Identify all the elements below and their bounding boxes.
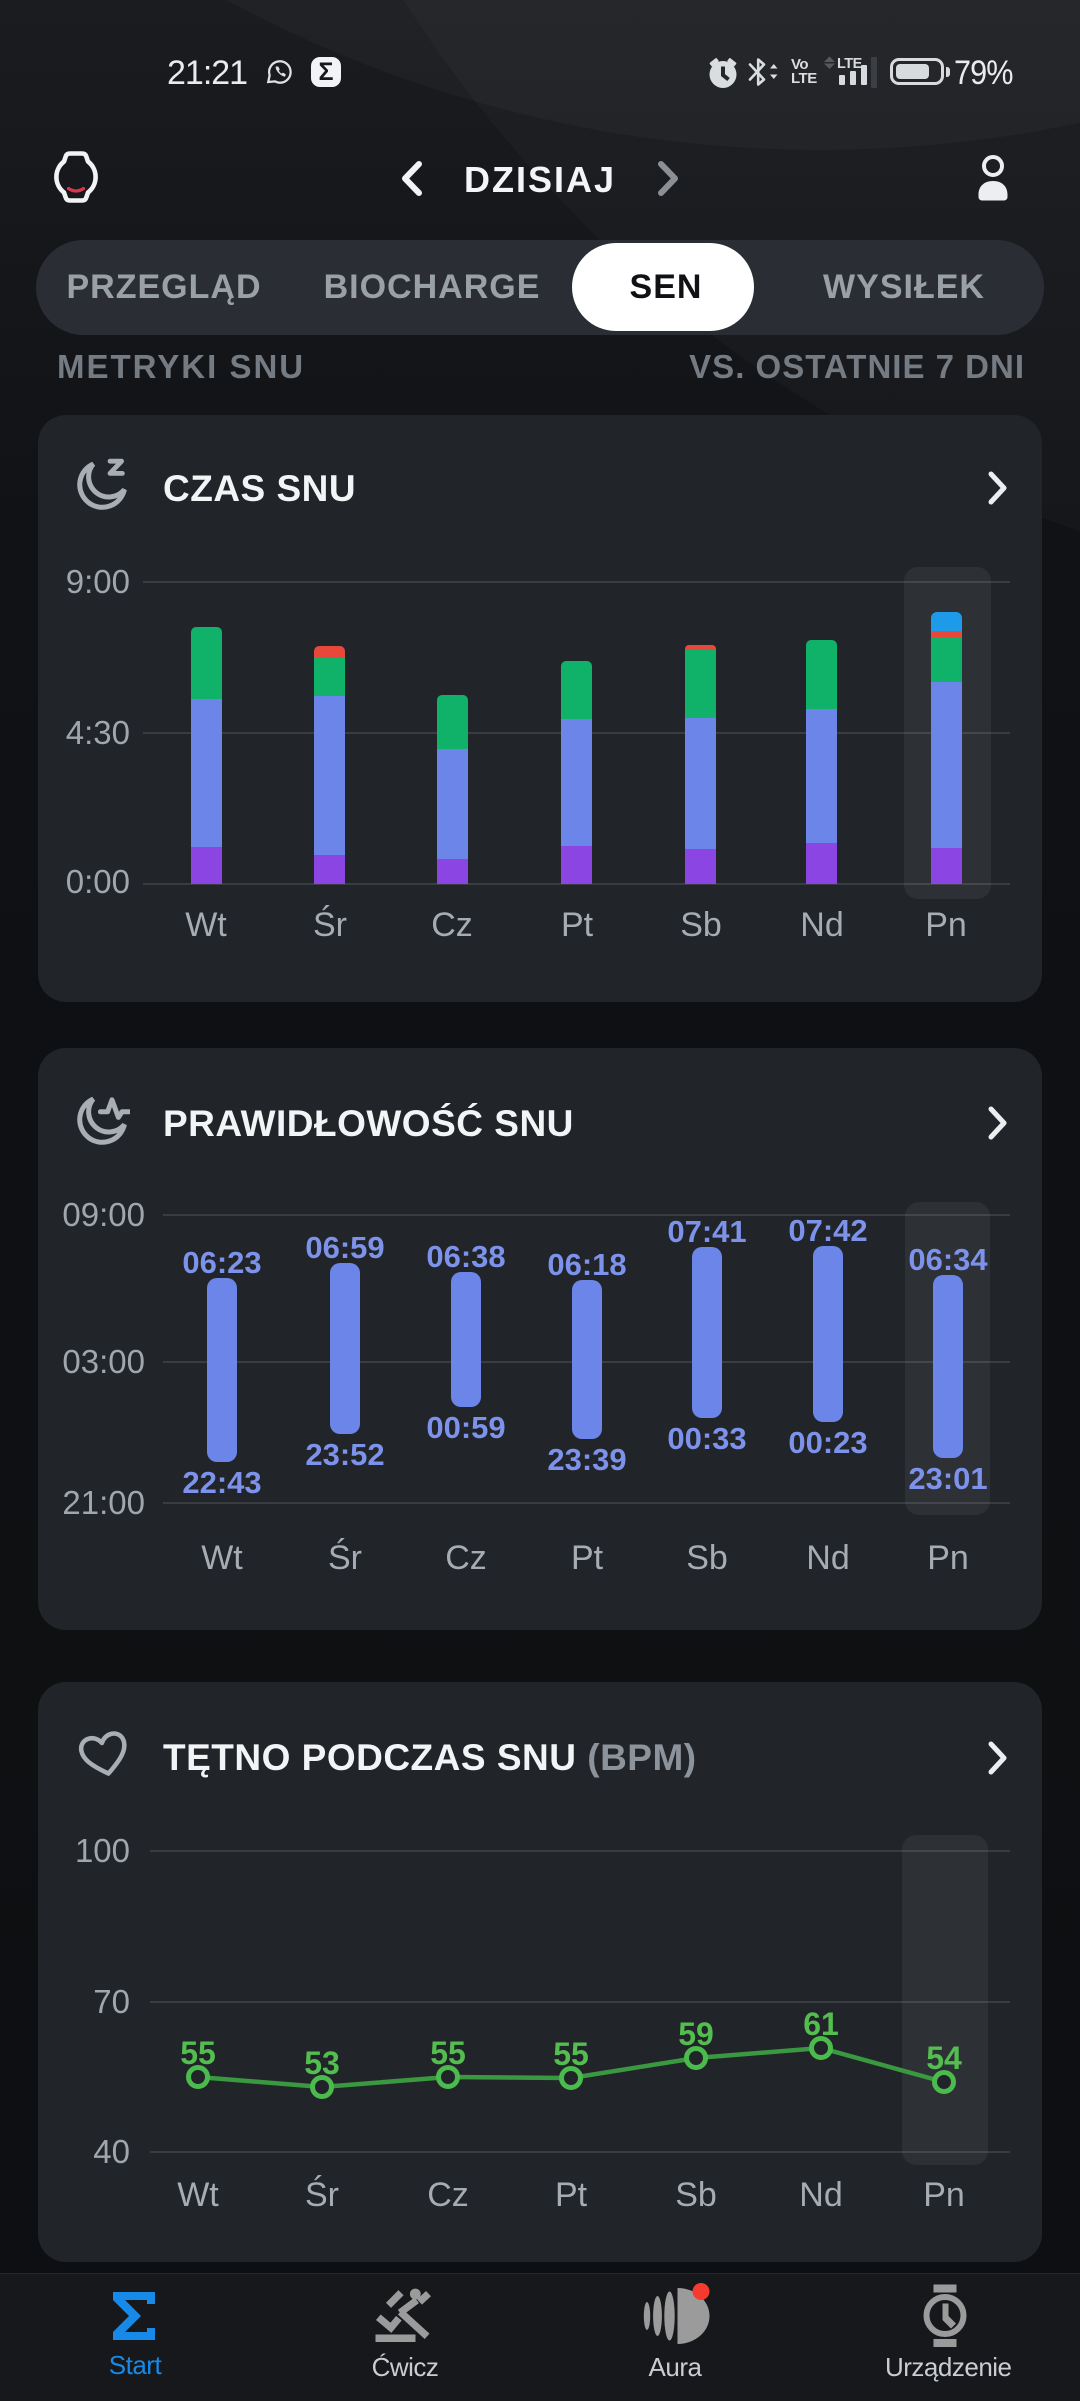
svg-text:LTE: LTE xyxy=(837,56,863,72)
